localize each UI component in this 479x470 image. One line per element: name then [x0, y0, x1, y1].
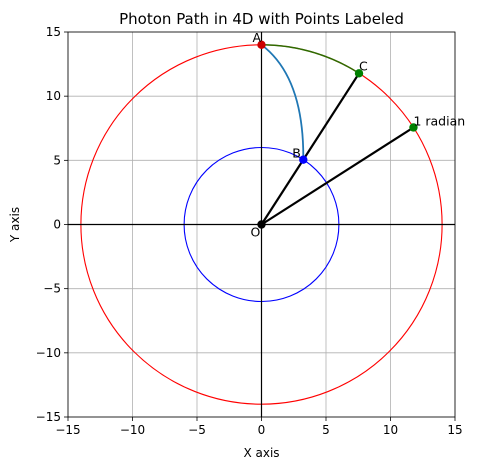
x-axis-ticks: −15 −10 −5 0 5 10 15 — [55, 417, 463, 437]
green-arc — [261, 44, 360, 74]
point-label-c: C — [359, 58, 368, 73]
point-b — [299, 155, 308, 164]
point-1-radian — [409, 123, 418, 132]
x-tick-label: −15 — [55, 423, 80, 437]
y-axis-ticks: −15 −10 −5 0 5 10 15 — [36, 25, 68, 424]
point-label-1-radian: 1 radian — [413, 113, 465, 128]
x-tick-label: 10 — [383, 423, 398, 437]
point-a — [257, 40, 266, 50]
x-tick-label: 15 — [447, 423, 462, 437]
x-tick-label: −10 — [120, 423, 145, 437]
radial-segment — [260, 126, 415, 226]
y-tick-label: 15 — [46, 25, 61, 39]
point-c — [354, 69, 364, 78]
point-label-a: A — [253, 30, 262, 45]
point-labels: A B C 1 radian O — [251, 30, 466, 240]
y-axis-label: Y axis — [8, 207, 22, 243]
blue-curve — [260, 44, 305, 160]
chart-title: Photon Path in 4D with Points Labeled — [119, 10, 404, 28]
y-tick-label: −10 — [36, 346, 61, 360]
radial-segment — [260, 72, 360, 226]
x-axis-label: X axis — [243, 446, 279, 460]
point-label-b: B — [292, 146, 301, 161]
x-tick-label: 5 — [322, 423, 330, 437]
y-tick-label: −15 — [36, 410, 61, 424]
x-tick-label: 0 — [258, 423, 266, 437]
y-tick-label: 0 — [53, 218, 61, 232]
point-o — [257, 220, 266, 229]
y-tick-label: 5 — [53, 153, 61, 167]
point-label-o: O — [251, 225, 261, 240]
x-tick-label: −5 — [188, 423, 206, 437]
data-points — [257, 40, 418, 229]
y-tick-label: 10 — [46, 89, 61, 103]
y-tick-label: −5 — [43, 282, 61, 296]
